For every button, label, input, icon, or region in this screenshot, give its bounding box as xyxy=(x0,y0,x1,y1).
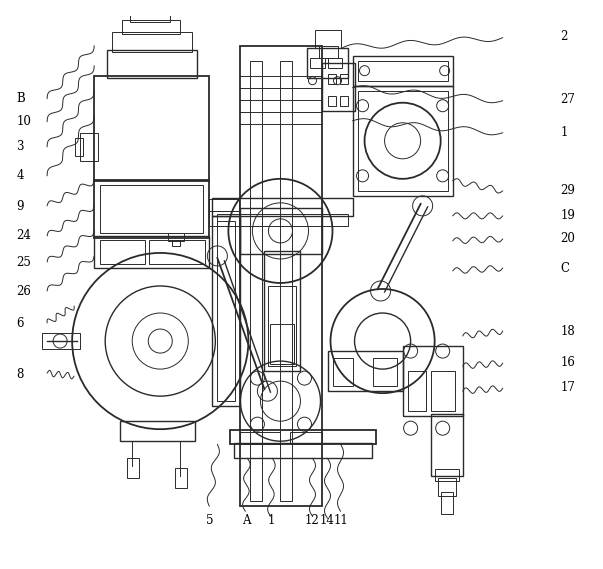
Bar xyxy=(107,50,197,78)
Bar xyxy=(241,432,280,444)
Bar xyxy=(320,46,338,57)
Bar xyxy=(311,57,324,68)
Bar xyxy=(435,469,459,481)
Bar xyxy=(431,414,463,476)
Text: 6: 6 xyxy=(16,318,24,331)
Text: 20: 20 xyxy=(561,232,575,245)
Bar xyxy=(230,430,376,444)
Text: 3: 3 xyxy=(16,141,24,153)
Text: B: B xyxy=(16,92,25,105)
Bar xyxy=(209,211,239,226)
Bar xyxy=(241,46,323,506)
Bar xyxy=(327,96,335,106)
Bar xyxy=(339,73,347,84)
Bar xyxy=(308,48,347,78)
Bar xyxy=(270,324,294,364)
Bar xyxy=(323,63,355,111)
Text: 25: 25 xyxy=(16,257,31,270)
Bar xyxy=(42,333,80,349)
Bar xyxy=(175,468,188,488)
Bar xyxy=(353,56,453,86)
Text: 16: 16 xyxy=(561,356,575,369)
Bar xyxy=(212,216,241,406)
Bar xyxy=(100,185,203,233)
Bar xyxy=(75,138,83,156)
Bar xyxy=(235,443,371,458)
Bar xyxy=(441,492,453,514)
Bar xyxy=(127,458,139,479)
Bar xyxy=(431,371,455,411)
Bar xyxy=(122,19,180,34)
Text: 29: 29 xyxy=(561,184,575,196)
Bar xyxy=(168,233,185,241)
Text: 9: 9 xyxy=(16,200,24,213)
Bar xyxy=(315,30,341,48)
Text: 26: 26 xyxy=(16,285,31,298)
Bar xyxy=(80,133,98,161)
Bar xyxy=(327,57,341,68)
Text: A: A xyxy=(242,514,251,527)
Bar xyxy=(94,180,209,238)
Text: 1: 1 xyxy=(268,514,275,527)
Text: 2: 2 xyxy=(561,30,568,43)
Bar xyxy=(112,32,192,52)
Bar xyxy=(332,358,353,386)
Bar xyxy=(268,286,297,366)
Bar xyxy=(280,61,292,501)
Bar xyxy=(408,371,426,411)
Text: 4: 4 xyxy=(16,170,24,183)
Bar xyxy=(130,14,170,22)
Text: 12: 12 xyxy=(305,514,320,527)
Text: 10: 10 xyxy=(16,116,31,129)
Bar xyxy=(150,240,206,264)
Bar xyxy=(358,90,447,191)
Bar xyxy=(172,240,180,246)
Text: 5: 5 xyxy=(206,514,213,527)
Bar xyxy=(94,76,209,181)
Text: 14: 14 xyxy=(320,514,335,527)
Text: 18: 18 xyxy=(561,325,575,338)
Text: 27: 27 xyxy=(561,93,575,106)
Bar xyxy=(373,358,397,386)
Bar xyxy=(241,208,323,254)
Bar xyxy=(94,236,209,268)
Bar xyxy=(217,214,347,226)
Text: 17: 17 xyxy=(561,381,575,394)
Bar xyxy=(339,96,347,106)
Bar xyxy=(438,479,456,496)
Bar xyxy=(250,61,262,501)
Bar xyxy=(265,251,300,371)
Bar xyxy=(358,61,447,81)
Bar xyxy=(403,346,463,416)
Bar xyxy=(120,421,195,441)
Bar xyxy=(212,198,353,216)
Bar xyxy=(327,73,335,84)
Bar xyxy=(209,199,239,211)
Text: 11: 11 xyxy=(333,514,348,527)
Bar xyxy=(327,351,403,391)
Text: 19: 19 xyxy=(561,209,575,221)
Text: 8: 8 xyxy=(16,368,24,381)
Bar xyxy=(353,86,453,196)
Text: 24: 24 xyxy=(16,229,31,242)
Bar xyxy=(291,432,323,444)
Bar xyxy=(100,240,145,264)
Bar xyxy=(217,221,235,401)
Text: C: C xyxy=(561,262,569,275)
Text: 1: 1 xyxy=(561,126,568,139)
